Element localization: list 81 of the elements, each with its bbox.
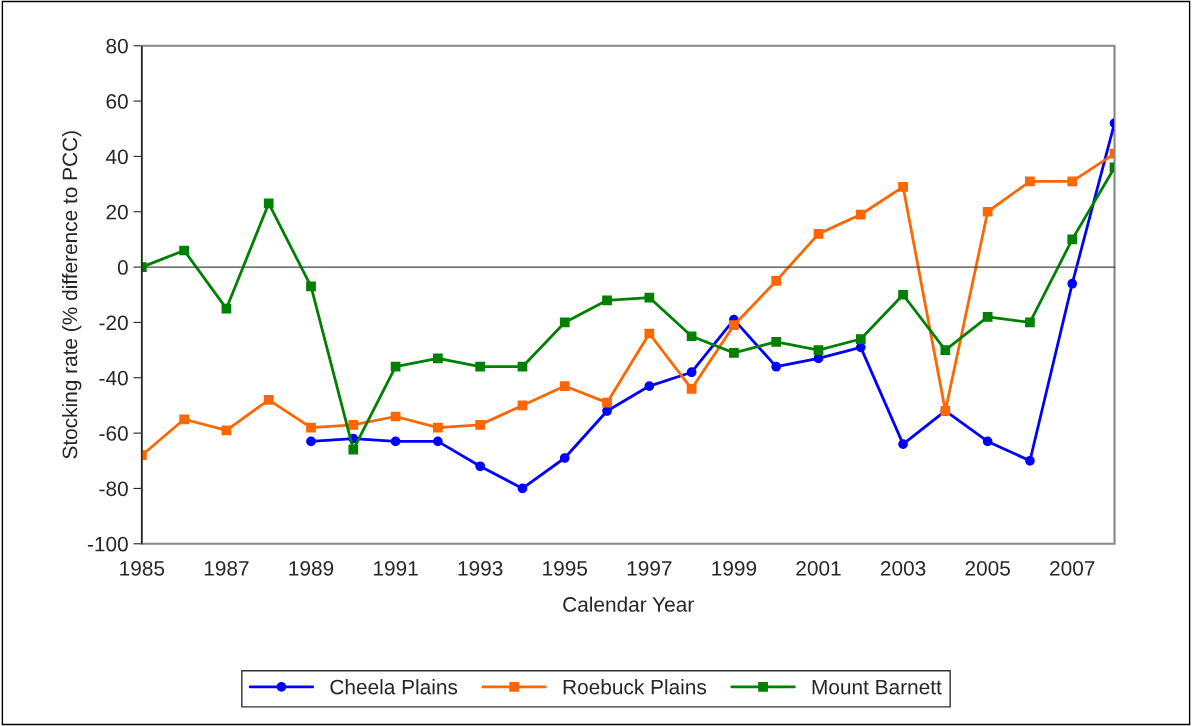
y-tick-label: 40 xyxy=(105,149,128,165)
point xyxy=(390,361,401,372)
point xyxy=(771,361,782,372)
legend-label: Mount Barnett xyxy=(812,679,942,695)
y-tick-label: -100 xyxy=(87,536,128,552)
x-tick-label: 2003 xyxy=(880,560,926,576)
point xyxy=(982,312,993,322)
point xyxy=(433,422,443,433)
point xyxy=(1067,278,1078,289)
point xyxy=(517,361,528,372)
point xyxy=(898,181,908,192)
y-tick-label: 20 xyxy=(106,204,128,220)
point xyxy=(348,419,359,430)
point xyxy=(813,345,824,355)
point xyxy=(475,461,486,472)
point xyxy=(644,328,655,339)
point xyxy=(602,406,612,416)
y-tick-label: -80 xyxy=(99,481,128,497)
point xyxy=(771,336,782,347)
point xyxy=(940,345,951,355)
y-tick-label: 80 xyxy=(106,38,128,54)
point xyxy=(263,198,274,209)
point xyxy=(263,395,274,405)
y-tick-label: 0 xyxy=(117,260,128,275)
point xyxy=(348,444,359,455)
point xyxy=(306,436,316,447)
point xyxy=(390,436,401,447)
point xyxy=(686,383,697,394)
legend-label: Cheela Plains xyxy=(330,679,458,695)
x-tick-label: 2007 xyxy=(1050,560,1095,576)
point xyxy=(475,361,486,372)
point xyxy=(644,292,655,303)
point xyxy=(433,353,443,364)
x-tick-label: 1987 xyxy=(204,560,249,576)
y-tick-label: -60 xyxy=(99,426,128,441)
point xyxy=(898,439,908,450)
point xyxy=(855,334,866,344)
point xyxy=(644,381,655,391)
point xyxy=(1067,234,1078,245)
y-tick-label: 60 xyxy=(106,94,128,109)
point xyxy=(179,245,189,256)
x-tick-label: 1997 xyxy=(627,560,672,576)
x-axis-title: Calendar Year xyxy=(563,596,694,612)
point xyxy=(433,436,443,447)
x-tick-label: 2005 xyxy=(965,560,1010,576)
point xyxy=(855,209,866,220)
x-tick-label: 1993 xyxy=(458,560,503,576)
x-tick-label: 1999 xyxy=(712,560,757,576)
point xyxy=(179,414,189,425)
point xyxy=(221,425,232,436)
point xyxy=(1025,176,1035,187)
point xyxy=(559,453,570,463)
point xyxy=(898,289,908,300)
point xyxy=(475,419,486,430)
y-tick-label: -40 xyxy=(99,370,128,386)
point xyxy=(771,276,782,286)
x-tick-label: 2001 xyxy=(796,560,841,576)
point xyxy=(517,483,528,494)
x-tick-label: 1985 xyxy=(120,560,165,576)
x-tick-label: 1989 xyxy=(289,560,334,576)
y-tick-label: -20 xyxy=(99,315,128,331)
point xyxy=(1067,176,1078,187)
point xyxy=(602,295,612,306)
point xyxy=(982,206,993,217)
point xyxy=(982,436,993,447)
point xyxy=(729,347,739,358)
x-tick-label: 1995 xyxy=(543,560,588,576)
point xyxy=(306,422,316,433)
point xyxy=(729,320,739,331)
y-axis-title: Stocking rate (% difference to PCC) xyxy=(61,131,82,459)
point xyxy=(306,281,316,292)
point xyxy=(686,331,697,342)
x-tick-label: 1991 xyxy=(374,560,418,576)
point xyxy=(559,317,570,328)
legend-label: Roebuck Plains xyxy=(563,679,707,695)
point xyxy=(602,397,612,408)
point xyxy=(686,367,697,378)
point xyxy=(813,229,824,239)
point xyxy=(1025,317,1035,328)
point xyxy=(559,381,570,391)
point xyxy=(1025,455,1035,466)
